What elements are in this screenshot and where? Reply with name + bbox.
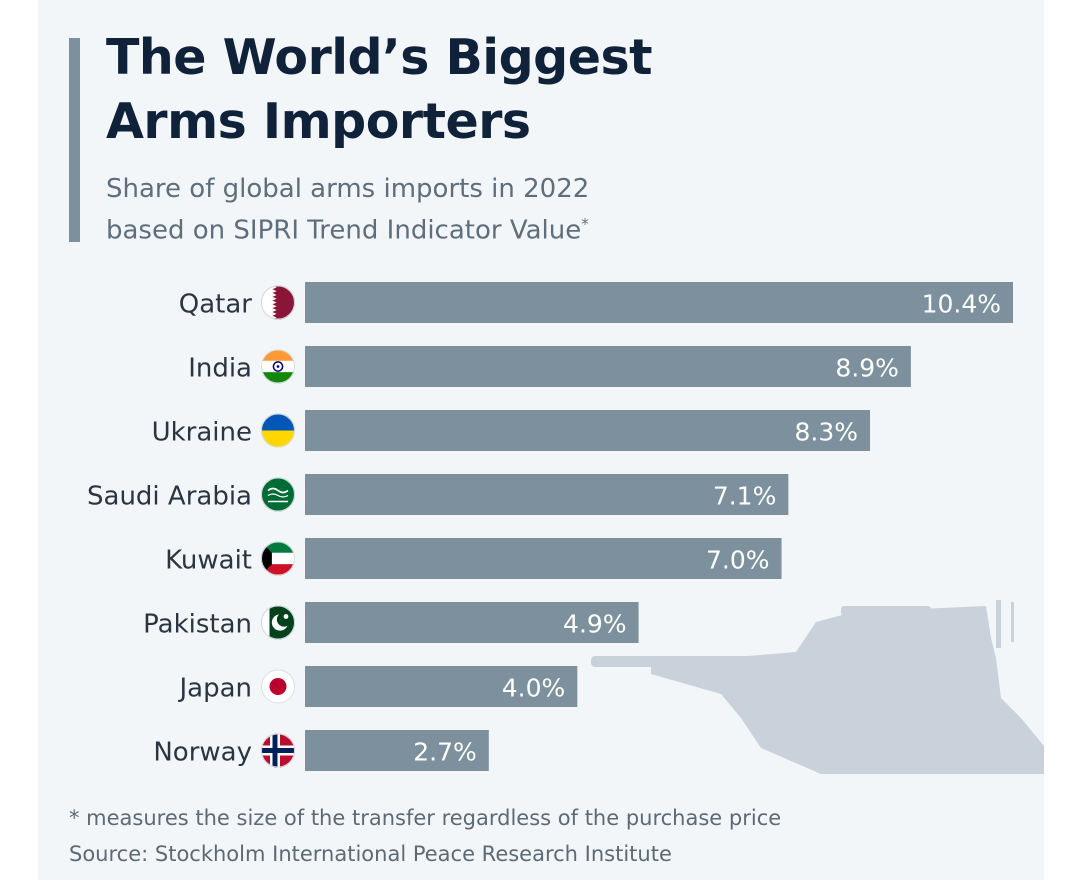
subtitle-line-2: based on SIPRI Trend Indicator Value [106, 215, 582, 246]
source-note: Source: Stockholm International Peace Re… [69, 842, 672, 866]
value-label: 4.9% [563, 610, 627, 639]
india-flag-icon [261, 349, 295, 384]
value-label: 8.3% [795, 418, 859, 447]
category-label: Japan [177, 674, 252, 704]
ukraine-flag-icon [261, 413, 295, 448]
bar-kuwait [305, 538, 782, 579]
infographic-panel: The World’s Biggest Arms Importers Share … [38, 0, 1044, 880]
category-label: Ukraine [152, 418, 252, 448]
bar-japan [305, 666, 578, 707]
japan-flag-icon [261, 669, 295, 704]
category-label: Pakistan [143, 610, 252, 640]
value-label: 2.7% [413, 738, 477, 767]
subtitle-asterisk: * [581, 215, 589, 233]
bar-norway [305, 730, 489, 771]
bar-saudi-arabia [305, 474, 789, 515]
value-label: 4.0% [502, 674, 566, 703]
bar-pakistan [305, 602, 639, 643]
norway-flag-icon [261, 733, 295, 768]
saudi-arabia-flag-icon [261, 477, 295, 512]
value-label: 10.4% [922, 290, 1001, 319]
value-label: 7.0% [706, 546, 770, 575]
category-label: Qatar [179, 290, 253, 320]
tank-silhouette-icon [591, 600, 1044, 774]
category-label: Saudi Arabia [87, 482, 252, 512]
bar-india [305, 346, 911, 387]
category-label: Kuwait [165, 546, 252, 576]
chart-subtitle: Share of global arms imports in 2022 base… [106, 172, 589, 249]
title-line-2: Arms Importers [106, 93, 531, 150]
value-label: 8.9% [835, 354, 899, 383]
pakistan-flag-icon [261, 605, 295, 640]
category-label: Norway [153, 738, 252, 768]
footnote: * measures the size of the transfer rega… [69, 806, 782, 830]
kuwait-flag-icon [261, 541, 295, 576]
bar-ukraine [305, 410, 871, 451]
category-label: India [188, 354, 252, 384]
qatar-flag-icon [261, 285, 295, 320]
title-line-1: The World’s Biggest [106, 29, 653, 86]
chart-title: The World’s Biggest Arms Importers [106, 26, 653, 154]
value-label: 7.1% [713, 482, 777, 511]
bar-qatar [305, 282, 1013, 323]
title-accent-bar [69, 38, 80, 242]
subtitle-line-1: Share of global arms imports in 2022 [106, 174, 590, 204]
